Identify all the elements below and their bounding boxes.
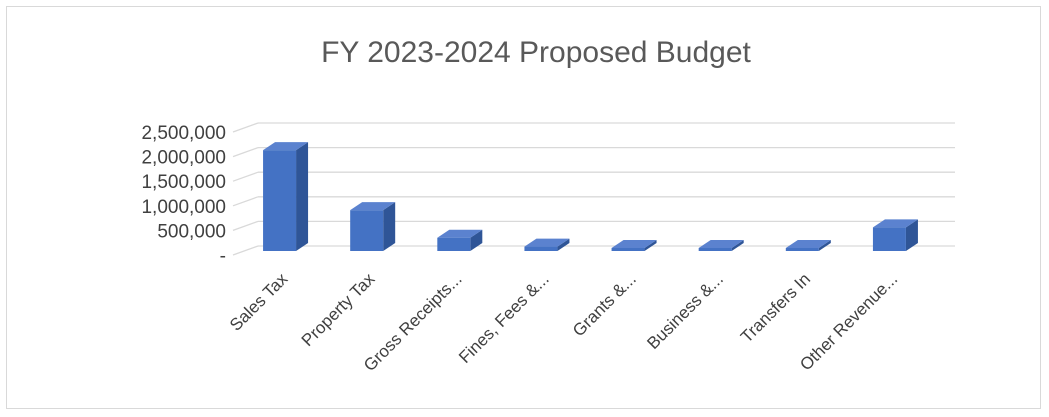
- x-tick-label: Transfers In: [737, 269, 814, 346]
- y-tick-label: 1,500,000: [141, 172, 226, 193]
- chart-frame: [6, 6, 1041, 409]
- y-tick-label: -: [220, 246, 226, 267]
- gridline-depth: [232, 220, 259, 232]
- bar-7: [785, 240, 831, 251]
- bar-side: [818, 240, 831, 251]
- bar-front: [785, 248, 819, 251]
- bar-front: [263, 150, 297, 251]
- gridline-depth: [232, 245, 259, 256]
- bar-side: [644, 240, 657, 251]
- bar-6: [698, 240, 744, 251]
- gridline-depth: [232, 171, 259, 182]
- x-tick-label: Business &...: [643, 269, 727, 353]
- bar-front: [524, 246, 558, 251]
- gridline-depth: [232, 122, 259, 133]
- y-tick-label: 500,000: [157, 221, 226, 242]
- bar-side: [383, 202, 396, 251]
- bar-3: [437, 229, 483, 251]
- gridlines: [232, 122, 955, 256]
- bar-front: [350, 210, 384, 251]
- y-axis-ticks: - 500,000 1,000,000 1,500,000 2,000,000 2,500…: [141, 123, 226, 267]
- bar-top: [611, 240, 657, 248]
- bar-front: [698, 248, 732, 251]
- bar-top: [350, 202, 396, 211]
- bar-top: [698, 240, 744, 248]
- bar-top: [872, 219, 918, 228]
- bar-side: [296, 142, 309, 251]
- y-tick-label: 2,000,000: [141, 148, 226, 169]
- bars: [263, 142, 918, 251]
- x-tick-label: Fines, Fees &...: [455, 269, 553, 367]
- bar-top: [524, 238, 570, 247]
- x-tick-label: Property Tax: [298, 269, 379, 350]
- bar-top: [437, 229, 483, 238]
- x-tick-label: Sales Tax: [226, 269, 292, 335]
- bar-side: [470, 229, 483, 251]
- gridline-depth: [232, 146, 259, 158]
- bar-side: [557, 238, 570, 251]
- bar-top: [785, 240, 831, 248]
- chart-title: FY 2023-2024 Proposed Budget: [321, 36, 751, 69]
- bar-side: [905, 219, 918, 251]
- bar-5: [611, 240, 657, 251]
- bar-front: [437, 237, 471, 251]
- y-tick-label: 1,000,000: [141, 197, 226, 218]
- gridline-depth: [232, 196, 259, 207]
- x-tick-label: Other Revenue...: [796, 269, 901, 374]
- bar-2: [350, 202, 396, 251]
- bar-top: [263, 142, 309, 151]
- bar-front: [872, 227, 906, 251]
- bar-8: [872, 219, 918, 251]
- bar-side: [731, 240, 744, 251]
- bar-front: [611, 248, 645, 251]
- x-tick-label: Grants &...: [569, 269, 640, 340]
- bar-1: [263, 142, 309, 251]
- y-tick-label: 2,500,000: [141, 123, 226, 144]
- bar-4: [524, 238, 570, 251]
